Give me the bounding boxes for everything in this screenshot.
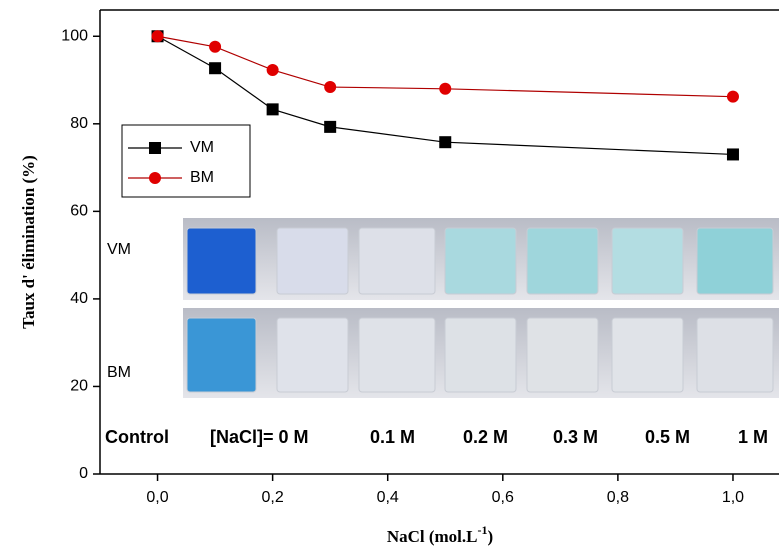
column-label: 0.1 M xyxy=(370,427,415,447)
x-tick-label: 0,6 xyxy=(492,489,514,506)
y-tick-label: 100 xyxy=(61,27,88,44)
legend-label: VM xyxy=(190,139,214,156)
y-tick-label: 0 xyxy=(79,465,88,482)
x-title-sup: -1 xyxy=(478,523,488,537)
x-tick-label: 0,2 xyxy=(262,489,284,506)
data-point xyxy=(439,83,451,95)
beaker xyxy=(359,228,435,294)
column-label: 0.3 M xyxy=(553,427,598,447)
y-axis-title: Taux d' élimination (%) xyxy=(19,155,38,329)
x-title-tail: ) xyxy=(488,527,494,546)
beaker xyxy=(612,228,683,294)
beaker xyxy=(277,318,348,392)
beaker xyxy=(445,318,516,392)
x-tick-label: 0,8 xyxy=(607,489,629,506)
beaker xyxy=(359,318,435,392)
column-label: 0.5 M xyxy=(645,427,690,447)
y-tick-label: 20 xyxy=(70,378,88,395)
x-tick-label: 0,4 xyxy=(377,489,399,506)
data-point xyxy=(152,30,164,42)
x-tick-label: 0,0 xyxy=(146,489,168,506)
data-point xyxy=(727,91,739,103)
row-label: VM xyxy=(107,241,131,258)
y-tick-label: 60 xyxy=(70,203,88,220)
data-point xyxy=(209,41,221,53)
beaker xyxy=(187,228,256,294)
legend-marker xyxy=(149,172,161,184)
row-label: BM xyxy=(107,364,131,381)
legend-symbol xyxy=(149,172,161,184)
legend-label: BM xyxy=(190,169,214,186)
beaker xyxy=(527,228,598,294)
data-point xyxy=(324,81,336,93)
y-tick-label: 40 xyxy=(70,290,88,307)
beaker xyxy=(527,318,598,392)
data-point xyxy=(324,121,336,133)
x-title-text: NaCl (mol.L xyxy=(387,527,478,546)
legend-box xyxy=(122,125,250,197)
column-label: Control xyxy=(105,427,169,447)
data-point xyxy=(209,62,221,74)
beaker xyxy=(697,228,773,294)
beaker xyxy=(445,228,516,294)
y-tick-label: 80 xyxy=(70,115,88,132)
beaker xyxy=(612,318,683,392)
legend-symbol xyxy=(149,142,161,154)
beaker xyxy=(697,318,773,392)
data-point xyxy=(727,148,739,160)
chart: VM BM Control [NaCl]= 0 M 0.1 M 0.2 M 0.3 M 0.5… xyxy=(0,0,779,551)
column-label: 0.2 M xyxy=(463,427,508,447)
beaker xyxy=(277,228,348,294)
column-label: 1 M xyxy=(738,427,768,447)
x-tick-label: 1,0 xyxy=(722,489,744,506)
legend-marker xyxy=(149,142,161,154)
beaker xyxy=(187,318,256,392)
data-point xyxy=(267,64,279,76)
column-label: [NaCl]= 0 M xyxy=(210,427,309,447)
photo-inset: VM BM Control [NaCl]= 0 M 0.1 M 0.2 M 0.3 M 0.5… xyxy=(105,218,779,447)
data-point xyxy=(267,103,279,115)
x-axis-title: NaCl (mol.L-1) xyxy=(387,523,493,546)
data-point xyxy=(439,136,451,148)
